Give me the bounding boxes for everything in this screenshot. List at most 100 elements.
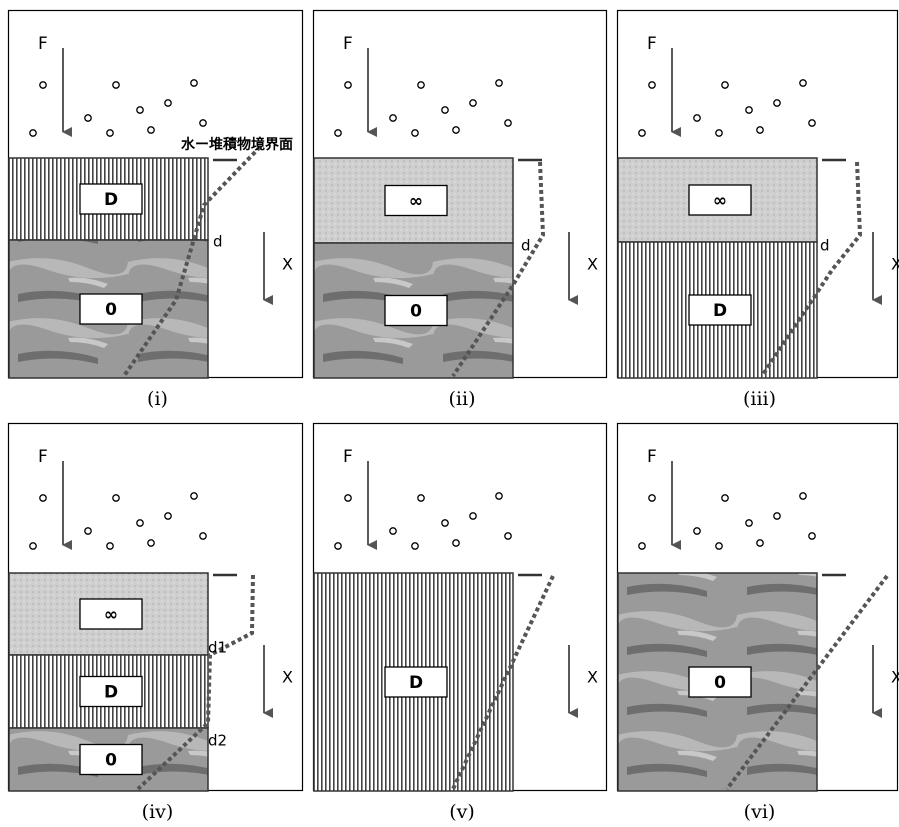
particle	[453, 127, 459, 133]
depth-mark: d	[213, 233, 223, 251]
force-label: F	[647, 447, 657, 467]
particle	[746, 107, 752, 113]
panel-caption: (i)	[147, 388, 168, 410]
particle	[107, 543, 113, 549]
particle	[809, 120, 815, 126]
particle	[418, 82, 424, 88]
particle	[442, 107, 448, 113]
panel: F D X (v)	[314, 424, 607, 824]
particle	[722, 82, 728, 88]
particle	[335, 130, 341, 136]
particle	[774, 513, 780, 519]
depth-label: X	[891, 668, 899, 687]
particle	[85, 528, 91, 534]
particle	[412, 130, 418, 136]
interface-label: 水ー堆積物境界面	[181, 136, 293, 153]
layer-label: D	[104, 190, 118, 210]
particle	[137, 107, 143, 113]
particle	[800, 80, 806, 86]
particle	[774, 100, 780, 106]
panel-caption: (iii)	[743, 388, 776, 410]
particle	[335, 543, 341, 549]
particle	[345, 495, 351, 501]
panel: F 0 X (vi)	[618, 424, 899, 824]
depth-mark: d	[820, 237, 830, 255]
force-label: F	[343, 447, 353, 467]
particle	[345, 82, 351, 88]
layer-label: 0	[714, 673, 726, 693]
particle	[107, 130, 113, 136]
depth-label: X	[282, 668, 293, 687]
figure: FD0dX(i)F∞0dX(ii)F∞DdX(iii)F∞D0d1d2X(iv)…	[0, 0, 899, 827]
particle	[137, 520, 143, 526]
particle	[390, 528, 396, 534]
particle	[639, 130, 645, 136]
particle	[694, 528, 700, 534]
depth-label: X	[587, 668, 598, 687]
particle	[722, 495, 728, 501]
depth-label: X	[282, 255, 293, 274]
layer-label: 0	[105, 751, 117, 771]
particle	[470, 513, 476, 519]
particle	[649, 82, 655, 88]
panels: FD0dX(i)F∞0dX(ii)F∞DdX(iii)F∞D0d1d2X(iv)…	[9, 11, 899, 824]
particle	[40, 82, 46, 88]
layer-label: D	[409, 673, 423, 693]
particle	[716, 130, 722, 136]
particle	[694, 115, 700, 121]
layer-label: ∞	[104, 605, 118, 625]
layer-label: D	[713, 301, 727, 321]
particle	[200, 120, 206, 126]
force-label: F	[38, 447, 48, 467]
particle	[418, 495, 424, 501]
panel: F D 0 d X (i)	[9, 11, 303, 411]
layer-label: ∞	[409, 192, 423, 212]
particle	[148, 127, 154, 133]
layer-label: 0	[410, 302, 422, 322]
particle	[809, 533, 815, 539]
particle	[30, 543, 36, 549]
particle	[148, 540, 154, 546]
particle	[505, 533, 511, 539]
panel-caption: (vi)	[744, 801, 776, 823]
particle	[113, 495, 119, 501]
depth-mark: d	[521, 237, 531, 255]
particle	[165, 100, 171, 106]
particle	[496, 80, 502, 86]
particle	[716, 543, 722, 549]
panel: F ∞ Dd X (iii)	[618, 11, 899, 411]
particle	[85, 115, 91, 121]
particle	[165, 513, 171, 519]
particle	[746, 520, 752, 526]
panel-caption: (ii)	[449, 388, 476, 410]
particle	[649, 495, 655, 501]
depth-mark: d1	[208, 639, 227, 657]
layer-label: D	[104, 683, 118, 703]
particle	[453, 540, 459, 546]
panel: F ∞ 0 d X (ii)	[314, 11, 607, 411]
depth-label: X	[587, 255, 598, 274]
particle	[757, 540, 763, 546]
force-label: F	[343, 34, 353, 54]
particle	[470, 100, 476, 106]
particle	[113, 82, 119, 88]
particle	[191, 80, 197, 86]
particle	[757, 127, 763, 133]
particle	[412, 543, 418, 549]
layer-label: 0	[105, 300, 117, 320]
particle	[505, 120, 511, 126]
particle	[496, 493, 502, 499]
particle	[639, 543, 645, 549]
layer-label: ∞	[713, 191, 727, 211]
depth-label: X	[891, 255, 899, 274]
particle	[30, 130, 36, 136]
panel-caption: (v)	[449, 801, 475, 823]
particle	[442, 520, 448, 526]
force-label: F	[647, 34, 657, 54]
particle	[40, 495, 46, 501]
particle	[390, 115, 396, 121]
particle	[191, 493, 197, 499]
force-label: F	[38, 34, 48, 54]
panel-caption: (iv)	[142, 801, 174, 823]
